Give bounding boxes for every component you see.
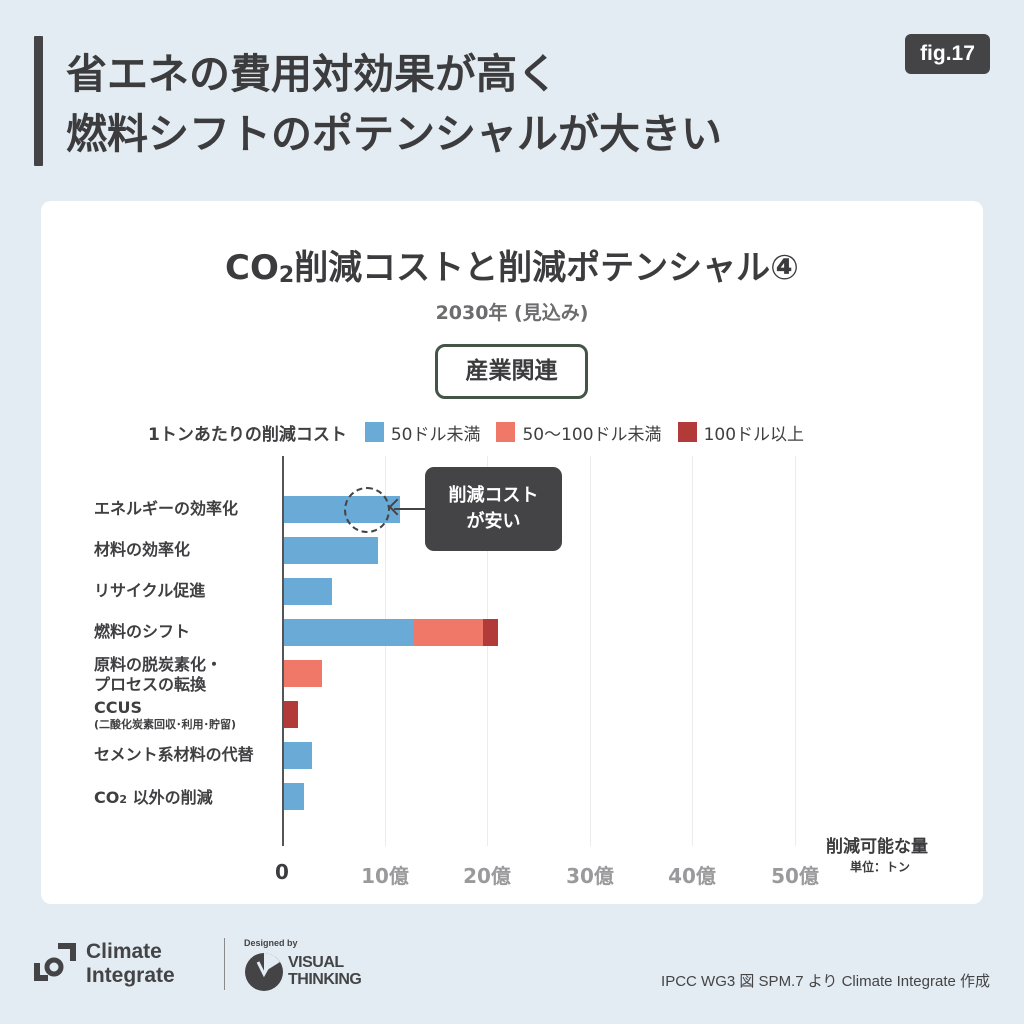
row-label-co: CO bbox=[94, 788, 120, 807]
row-label-line-2: プロセスの転換 bbox=[94, 675, 207, 694]
vt-line-1: VISUAL bbox=[288, 954, 344, 971]
x-axis-unit: 単位：トン bbox=[850, 860, 911, 874]
gridline-20 bbox=[487, 456, 488, 846]
legend-label-low: 50ドル未満 bbox=[390, 424, 481, 445]
page-headline: 省エネの費用対効果が高く 燃料シフトのポテンシャルが大きい bbox=[66, 44, 722, 164]
legend-label-high: 100ドル以上 bbox=[703, 424, 805, 445]
highlight-dashed-circle bbox=[344, 487, 390, 533]
bar-row bbox=[283, 619, 499, 646]
bar-row bbox=[283, 537, 379, 564]
gridline-40 bbox=[692, 456, 693, 846]
visual-thinking-wordmark: VISUAL THINKING bbox=[288, 954, 362, 988]
bar-row bbox=[283, 783, 304, 810]
headline-line-2: 燃料シフトのポテンシャルが大きい bbox=[66, 110, 722, 158]
bar-segment bbox=[283, 578, 333, 605]
legend-swatch-mid bbox=[496, 422, 516, 442]
gridline-10 bbox=[385, 456, 386, 846]
bar-row bbox=[283, 701, 299, 728]
source-note: IPCC WG3 図 SPM.7 より Climate Integrate 作成 bbox=[661, 973, 990, 990]
x-tick-50: 50億 bbox=[771, 864, 819, 888]
callout-line-1: 削減コスト bbox=[448, 485, 539, 506]
plot-area bbox=[282, 456, 822, 846]
y-axis-line bbox=[282, 456, 284, 846]
bar-segment bbox=[283, 619, 415, 646]
row-label-line-2: (二酸化炭素回収･利用･貯留) bbox=[94, 718, 237, 731]
chart-title: CO2削減コストと削減ポテンシャル④ bbox=[0, 240, 1024, 289]
bar-segment bbox=[482, 619, 499, 646]
bar-row bbox=[283, 660, 322, 687]
row-label-material-efficiency: 材料の効率化 bbox=[94, 540, 191, 559]
callout-low-cost: 削減コスト が安い bbox=[425, 467, 562, 551]
bar-segment bbox=[283, 537, 379, 564]
headline-accent-bar bbox=[34, 36, 43, 166]
row-label-line-1: 原料の脱炭素化・ bbox=[94, 655, 223, 674]
chart-card bbox=[41, 201, 983, 904]
bar-row bbox=[283, 578, 333, 605]
visual-thinking-logo-icon bbox=[245, 953, 283, 991]
designed-by-label: Designed by bbox=[244, 938, 298, 948]
gridline-30 bbox=[590, 456, 591, 846]
legend-label-mid: 50〜100ドル未満 bbox=[522, 424, 662, 445]
row-label-recycling: リサイクル促進 bbox=[94, 581, 206, 600]
row-label-fuel-shift: 燃料のシフト bbox=[94, 622, 191, 641]
chart-subtitle: 2030年 (見込み) bbox=[435, 302, 589, 324]
callout-arrow-line bbox=[394, 508, 426, 510]
chart-title-co: CO bbox=[225, 248, 279, 288]
row-label-rest: 以外の削減 bbox=[127, 788, 213, 807]
category-tag: 産業関連 bbox=[435, 344, 588, 399]
chart-title-rest: 削減コストと削減ポテンシャル④ bbox=[294, 248, 799, 288]
bar-segment bbox=[283, 660, 322, 687]
row-label-energy-efficiency: エネルギーの効率化 bbox=[94, 499, 239, 518]
x-tick-30: 30億 bbox=[566, 864, 614, 888]
climate-integrate-logo-icon bbox=[34, 943, 76, 981]
climate-integrate-logo: Climate Integrate bbox=[34, 940, 175, 988]
callout-line-2: が安い bbox=[466, 511, 521, 532]
x-tick-20: 20億 bbox=[463, 864, 511, 888]
row-label-non-co2: CO2 以外の削減 bbox=[94, 788, 213, 810]
row-label-feedstock-decarbonization: 原料の脱炭素化・ プロセスの転換 bbox=[94, 655, 222, 695]
row-label-line-1: CCUS bbox=[94, 698, 142, 717]
chart-title-subscript: 2 bbox=[278, 263, 295, 288]
bar-segment bbox=[283, 701, 299, 728]
bar-segment bbox=[283, 783, 304, 810]
row-label-subscript: 2 bbox=[119, 793, 127, 806]
legend-swatch-low bbox=[364, 422, 384, 442]
bar-segment bbox=[283, 742, 312, 769]
x-axis-title: 削減可能な量 bbox=[826, 837, 928, 857]
figure-number-badge: fig.17 bbox=[905, 34, 990, 74]
legend-title: 1トンあたりの削減コスト bbox=[148, 424, 347, 445]
row-label-ccus: CCUS (二酸化炭素回収･利用･貯留) bbox=[94, 698, 236, 732]
x-tick-10: 10億 bbox=[361, 864, 409, 888]
bar-segment bbox=[414, 619, 483, 646]
logo-line-1: Climate bbox=[86, 940, 162, 963]
logo-line-2: Integrate bbox=[86, 964, 175, 987]
row-label-cement-substitute: セメント系材料の代替 bbox=[94, 745, 254, 764]
headline-line-1: 省エネの費用対効果が高く bbox=[66, 50, 558, 98]
bar-row bbox=[283, 742, 312, 769]
gridline-50 bbox=[795, 456, 796, 846]
vt-line-2: THINKING bbox=[288, 971, 362, 988]
chart-legend: 1トンあたりの削減コスト 50ドル未満 50〜100ドル未満 100ドル以上 bbox=[148, 420, 820, 445]
x-tick-0: 0 bbox=[275, 860, 289, 884]
climate-integrate-wordmark: Climate Integrate bbox=[86, 940, 175, 988]
footer-divider bbox=[224, 938, 225, 990]
legend-swatch-high bbox=[677, 422, 697, 442]
x-tick-40: 40億 bbox=[668, 864, 716, 888]
